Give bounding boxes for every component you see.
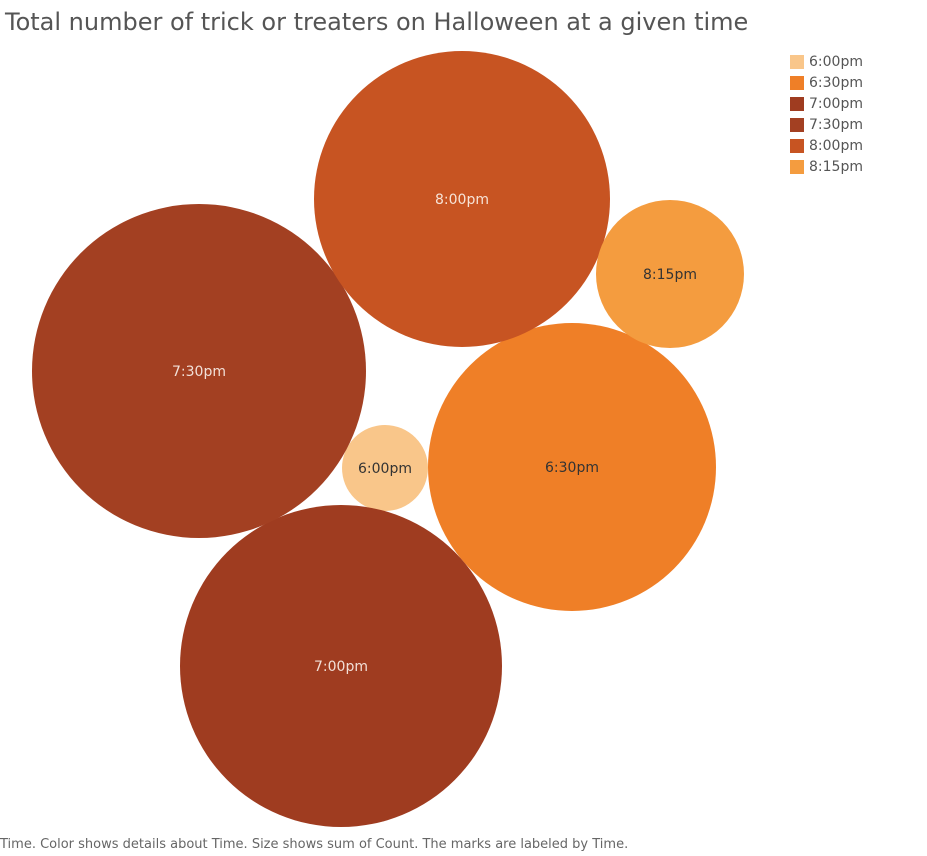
chart-caption: Time. Color shows details about Time. Si… bbox=[0, 837, 629, 852]
bubble-815pm[interactable] bbox=[596, 200, 744, 348]
legend-label: 8:15pm bbox=[809, 158, 863, 175]
bubble-label-815pm: 8:15pm bbox=[643, 267, 697, 283]
legend-item-600pm[interactable]: 6:00pm bbox=[790, 51, 863, 72]
legend-swatch bbox=[790, 54, 804, 69]
legend-swatch bbox=[790, 117, 804, 132]
bubble-label-600pm: 6:00pm bbox=[358, 461, 412, 477]
legend-item-630pm[interactable]: 6:30pm bbox=[790, 72, 863, 93]
chart-title: Total number of trick or treaters on Hal… bbox=[5, 8, 749, 36]
legend-item-700pm[interactable]: 7:00pm bbox=[790, 93, 863, 114]
legend-label: 8:00pm bbox=[809, 137, 863, 154]
legend-item-815pm[interactable]: 8:15pm bbox=[790, 156, 863, 177]
bubble-800pm[interactable] bbox=[314, 51, 610, 347]
legend-label: 6:30pm bbox=[809, 74, 863, 91]
legend-label: 7:00pm bbox=[809, 95, 863, 112]
legend: 6:00pm 6:30pm 7:00pm 7:30pm 8:00pm 8:15pm bbox=[790, 51, 863, 177]
bubble-label-730pm: 7:30pm bbox=[172, 364, 226, 380]
legend-label: 7:30pm bbox=[809, 116, 863, 133]
legend-swatch bbox=[790, 96, 804, 111]
bubble-700pm[interactable] bbox=[180, 505, 502, 827]
legend-item-730pm[interactable]: 7:30pm bbox=[790, 114, 863, 135]
bubble-730pm[interactable] bbox=[32, 204, 366, 538]
bubble-600pm[interactable] bbox=[342, 425, 428, 511]
bubble-630pm[interactable] bbox=[428, 323, 716, 611]
bubble-label-630pm: 6:30pm bbox=[545, 460, 599, 476]
legend-item-800pm[interactable]: 8:00pm bbox=[790, 135, 863, 156]
bubble-label-800pm: 8:00pm bbox=[435, 192, 489, 208]
bubble-label-700pm: 7:00pm bbox=[314, 659, 368, 675]
legend-swatch bbox=[790, 138, 804, 153]
legend-swatch bbox=[790, 75, 804, 90]
legend-label: 6:00pm bbox=[809, 53, 863, 70]
legend-swatch bbox=[790, 159, 804, 174]
